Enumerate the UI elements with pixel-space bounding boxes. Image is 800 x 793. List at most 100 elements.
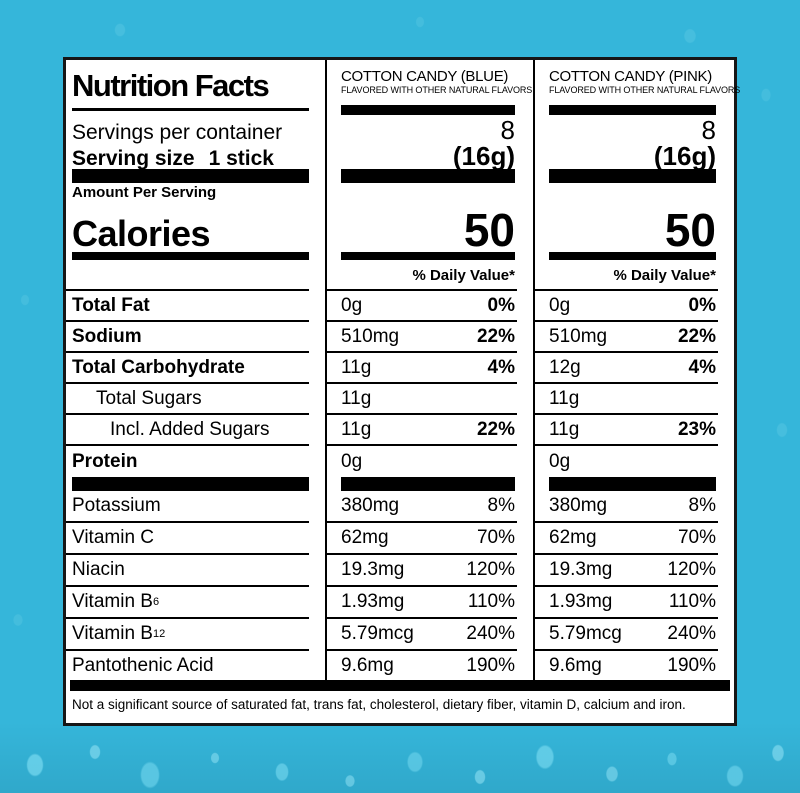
section-bar [66, 169, 309, 183]
serving-size-label: Serving size [72, 147, 195, 170]
calories-value-pink: 50 [664, 203, 716, 256]
nutrient-values-pink: 0g [535, 446, 718, 477]
amount: 9.6mg [341, 654, 394, 676]
daily-value: 0% [487, 294, 515, 316]
amount: 11g [549, 387, 580, 409]
daily-value: 8% [487, 495, 515, 516]
amount: 0g [341, 450, 363, 472]
calories-bar [327, 251, 517, 260]
nutrient-values-blue: 0g [327, 446, 517, 477]
daily-value-rule [66, 260, 309, 291]
amount: 510mg [341, 325, 400, 347]
amount: 62mg [549, 527, 597, 548]
column-divider-right [533, 60, 535, 680]
vitamin-label: Potassium [66, 491, 309, 523]
nutrient-values-blue: 11g 4% [327, 353, 517, 384]
vitamin-label: Vitamin C [66, 523, 309, 555]
footnote: Not a significant source of saturated fa… [72, 697, 686, 712]
serving-size-value: 1 stick [208, 147, 274, 170]
amount: 5.79mcg [341, 623, 414, 644]
vitamin-values-blue: 62mg 70% [327, 523, 517, 555]
footer-bar [66, 680, 734, 691]
amount: 12g [549, 356, 581, 378]
vitamin-values-pink: 1.93mg 110% [535, 587, 718, 619]
vitamin-values-pink: 62mg 70% [535, 523, 718, 555]
vitamin-values-blue: 5.79mcg 240% [327, 619, 517, 651]
column-divider-left [325, 60, 327, 680]
amount: 11g [549, 418, 580, 440]
amount: 5.79mcg [549, 623, 622, 644]
calories-bar [535, 251, 718, 260]
daily-value: 4% [688, 356, 716, 378]
amount: 0g [549, 294, 571, 316]
nutrient-label: Sodium [66, 322, 309, 353]
daily-value: 240% [667, 623, 716, 644]
nutrient-label: Incl. Added Sugars [66, 415, 309, 446]
daily-value: 23% [677, 418, 716, 440]
nutrient-values-pink: 11g 23% [535, 415, 718, 446]
amount-per-serving-label: Amount Per Serving [72, 184, 217, 201]
nutrient-values-blue: 510mg 22% [327, 322, 517, 353]
serving-size-grams-blue: (16g) [452, 141, 515, 171]
daily-value: 22% [476, 325, 515, 347]
amount: 11g [341, 387, 372, 409]
amount: 62mg [341, 527, 389, 548]
section-bar [535, 169, 718, 183]
amount: 11g [341, 418, 372, 440]
amount: 0g [341, 294, 363, 316]
section-bar [327, 477, 517, 491]
daily-value: 120% [667, 559, 716, 580]
vitamin-label: Pantothenic Acid [72, 654, 214, 676]
vitamin-label: Vitamin B 12 [66, 619, 309, 651]
flavor-name-pink: COTTON CANDY (PINK) [549, 68, 712, 85]
daily-value: 240% [466, 623, 515, 644]
daily-value: 70% [677, 527, 716, 548]
daily-value: 0% [688, 294, 716, 316]
nutrient-label: Total Sugars [66, 384, 309, 415]
nutrient-values-pink: 12g 4% [535, 353, 718, 384]
daily-value: 120% [466, 559, 515, 580]
nutrient-values-pink: 510mg 22% [535, 322, 718, 353]
vitamin-values-blue: 1.93mg 110% [327, 587, 517, 619]
amount: 1.93mg [549, 591, 613, 612]
calories-value-blue: 50 [463, 203, 515, 256]
amount: 1.93mg [341, 591, 405, 612]
daily-value: 8% [688, 495, 716, 516]
amount: 380mg [549, 495, 608, 516]
nutrient-label: Protein [72, 450, 138, 472]
calories-bar [66, 251, 309, 260]
nutrition-facts-label: Nutrition Facts COTTON CANDY (BLUE) FLAV… [63, 57, 741, 726]
daily-value-header-blue: % Daily Value* [327, 260, 517, 291]
section-bar [66, 477, 309, 491]
nutrient-label: Total Carbohydrate [66, 353, 309, 384]
flavor-header-blue: COTTON CANDY (BLUE) FLAVORED WITH OTHER … [327, 60, 532, 104]
servings-per-container-label: Servings per container [72, 121, 283, 144]
amount: 0g [549, 450, 571, 472]
header-bar-blue [327, 104, 517, 115]
section-bar [327, 169, 517, 183]
vitamin-values-pink: 5.79mcg 240% [535, 619, 718, 651]
amount: 19.3mg [549, 559, 613, 580]
vitamin-values-blue: 19.3mg 120% [327, 555, 517, 587]
servings-value-pink: 8 [701, 115, 716, 145]
flavor-subtitle-blue: FLAVORED WITH OTHER NATURAL FLAVORS [341, 84, 533, 95]
serving-size-grams-pink: (16g) [653, 141, 716, 171]
vitamin-label: Niacin [66, 555, 309, 587]
amount: 11g [341, 356, 372, 378]
daily-value: 22% [677, 325, 716, 347]
servings-value-blue: 8 [500, 115, 515, 145]
flavor-name-blue: COTTON CANDY (BLUE) [341, 68, 509, 85]
flavor-subtitle-pink: FLAVORED WITH OTHER NATURAL FLAVORS [549, 84, 741, 95]
nutrient-label: Total Fat [66, 291, 309, 322]
section-bar [535, 477, 718, 491]
nutrient-values-blue: 11g [327, 384, 517, 415]
daily-value: 110% [668, 591, 716, 612]
vitamin-values-blue: 380mg 8% [327, 491, 517, 523]
vitamin-values-pink: 9.6mg 190% [535, 651, 718, 680]
nutrient-values-blue: 0g 0% [327, 291, 517, 322]
daily-value: 70% [476, 527, 515, 548]
amount: 510mg [549, 325, 608, 347]
vitamin-values-pink: 380mg 8% [535, 491, 718, 523]
header-bar-pink [535, 104, 718, 115]
